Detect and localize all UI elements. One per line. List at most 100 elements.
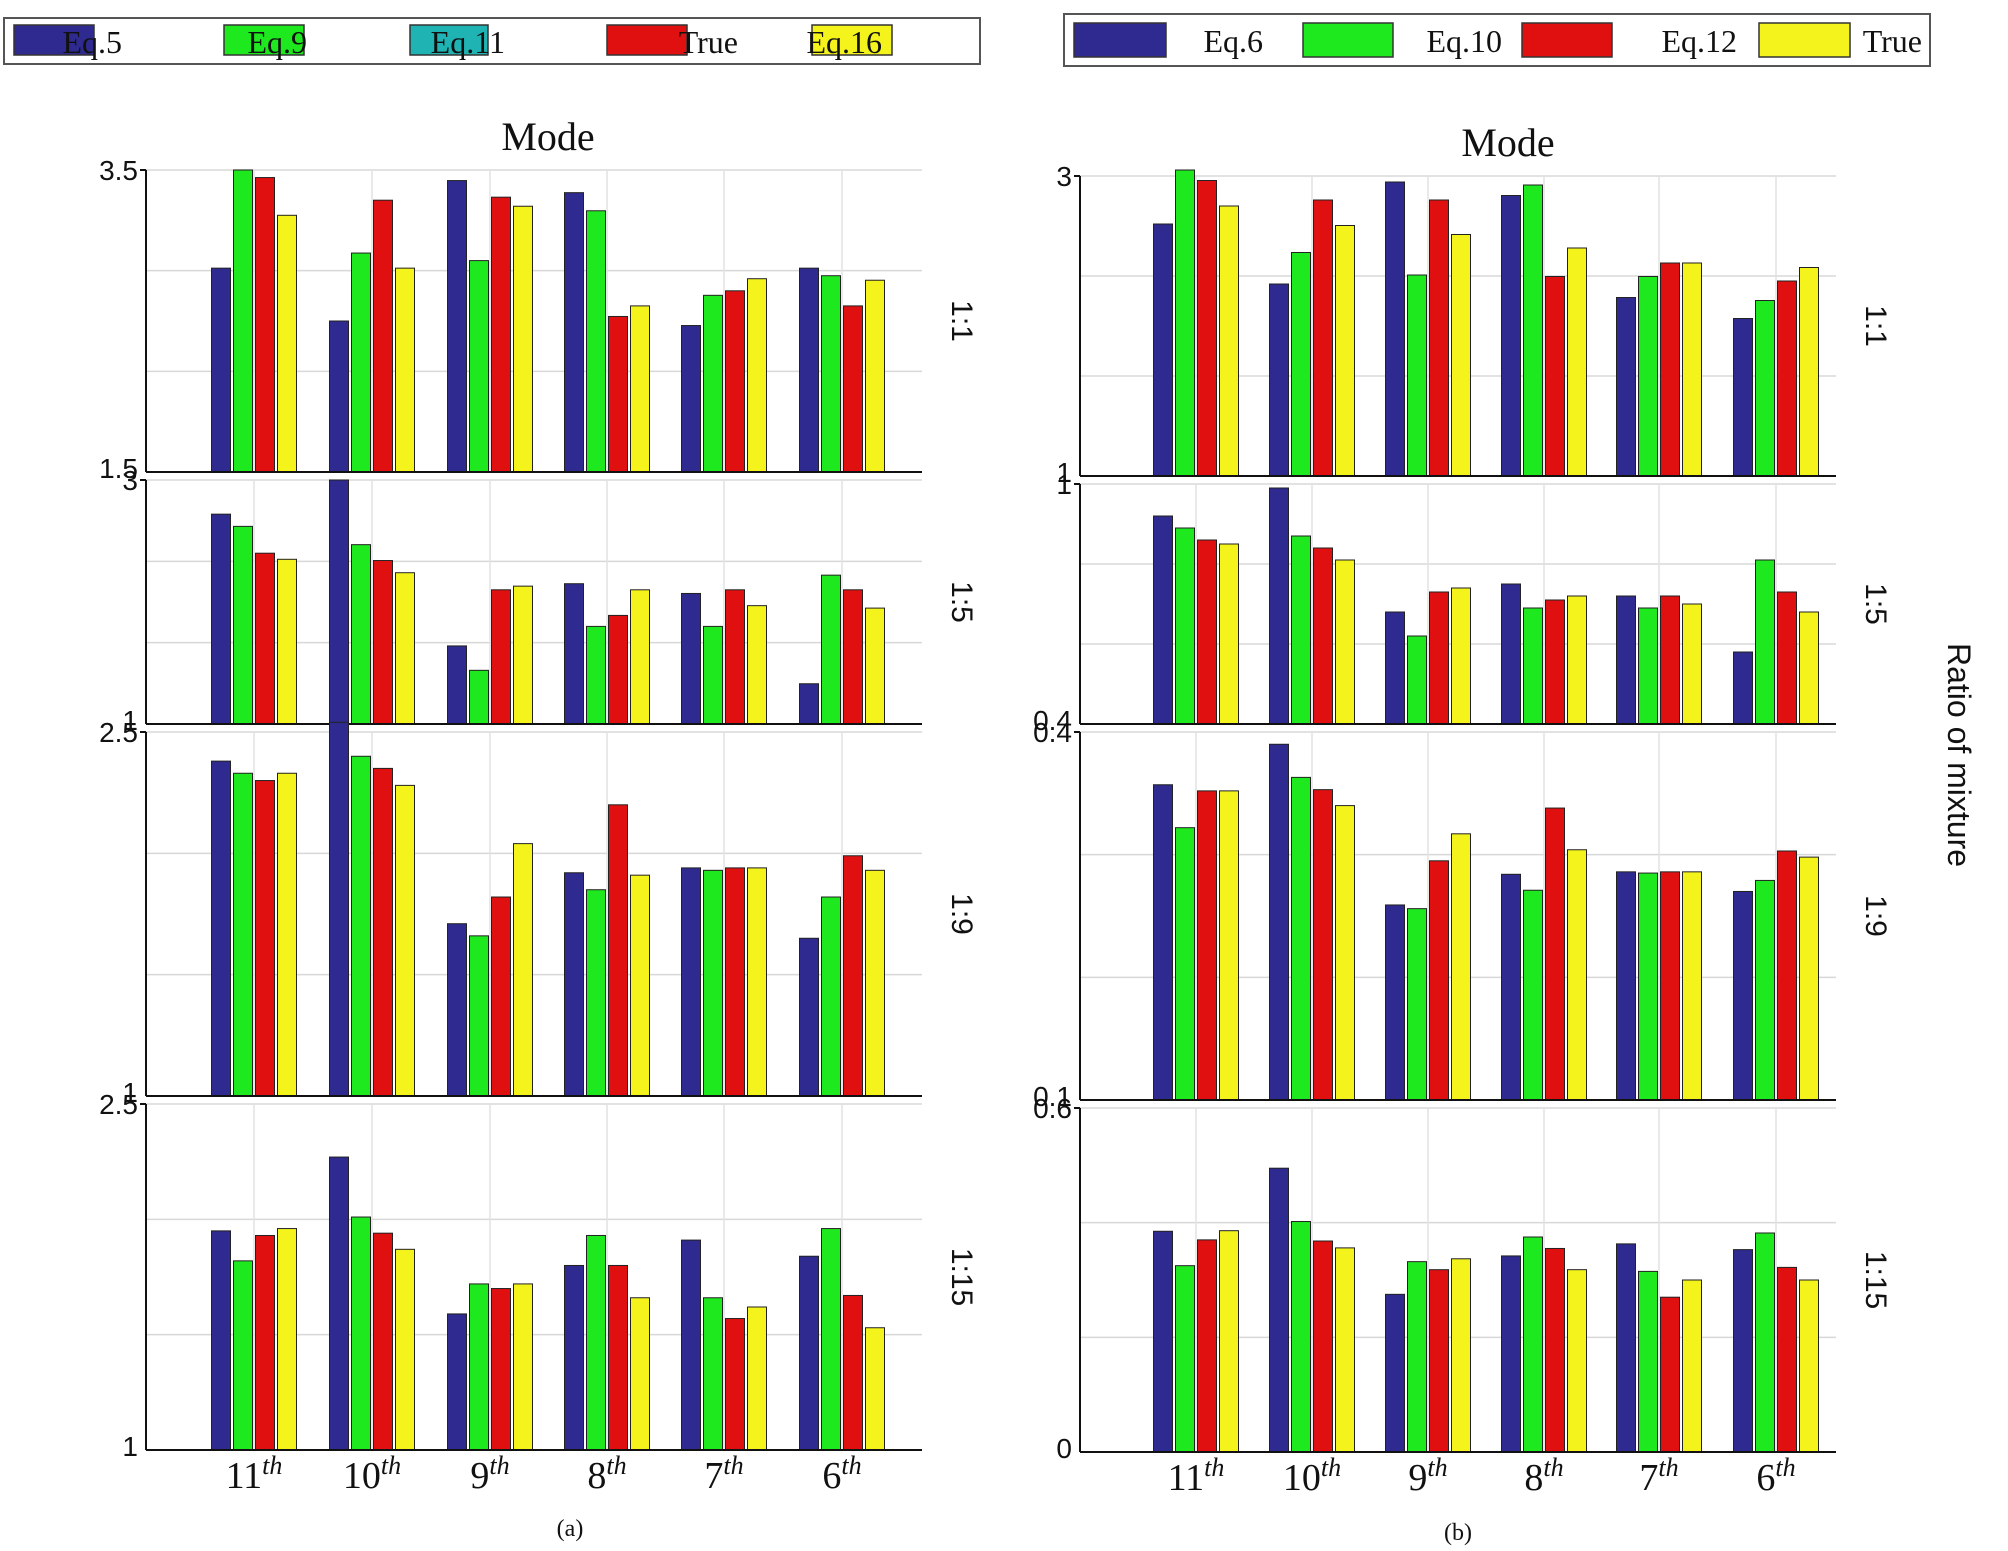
bar [491, 1288, 511, 1451]
bar [843, 305, 863, 473]
bar [1755, 879, 1775, 1101]
bar [1777, 1266, 1797, 1453]
y-tick-label: 1 [122, 1077, 138, 1108]
legend-label: True [679, 24, 738, 60]
row-1-1: 1.5 3.5 1:1 [99, 155, 978, 484]
bar [491, 589, 511, 725]
bar [1567, 1269, 1587, 1453]
bar [586, 1234, 606, 1451]
bar [1407, 635, 1427, 725]
y-tick-label: 0 [1056, 1433, 1072, 1464]
bar [233, 169, 253, 473]
bar [1429, 199, 1449, 477]
bar [608, 614, 628, 725]
bar [865, 1327, 885, 1451]
bar [1219, 543, 1239, 725]
bar [373, 767, 393, 1097]
legend-swatch [13, 24, 95, 56]
bar [821, 896, 841, 1097]
bar [1175, 827, 1195, 1101]
bar [513, 585, 533, 725]
bar [564, 872, 584, 1097]
bar [725, 867, 745, 1097]
bar [255, 552, 275, 725]
bar [1523, 184, 1543, 477]
y-tick-label: 3 [1056, 161, 1072, 192]
bar [1799, 267, 1819, 477]
bar [1638, 276, 1658, 477]
bar [1313, 789, 1333, 1101]
bar [1638, 607, 1658, 725]
bar [1545, 599, 1565, 725]
bar [329, 1156, 349, 1451]
panel-b-label: (b) [1444, 1520, 1472, 1546]
bar [1153, 223, 1173, 477]
bar [1501, 195, 1521, 477]
bar [469, 935, 489, 1097]
bar [277, 772, 297, 1097]
bar [211, 513, 231, 725]
bar [351, 1216, 371, 1451]
bar [1335, 805, 1355, 1101]
legend-a: Eq.5 Eq.9 Eq.11 True Eq.16 [3, 17, 981, 65]
bar [821, 574, 841, 725]
panel-a: Eq.5 Eq.9 Eq.11 True Eq.16 Mode 1.53.51:1131… [3, 17, 981, 1542]
bar [1291, 1221, 1311, 1453]
bar [1153, 784, 1173, 1101]
bar [1335, 225, 1355, 477]
x-tick-label: 6th [822, 1451, 861, 1497]
x-tick-label: 11th [1168, 1453, 1225, 1499]
bar [1501, 1255, 1521, 1453]
bar [747, 278, 767, 473]
row-1-5: 1 3 1:5 [122, 465, 978, 736]
bar [821, 275, 841, 473]
bar [630, 874, 650, 1097]
bar [1733, 318, 1753, 477]
bar [447, 1313, 467, 1451]
bar [1313, 1240, 1333, 1453]
bar [255, 177, 275, 473]
bar [747, 605, 767, 725]
x-tick-label: 6th [1756, 1453, 1795, 1499]
bar [1501, 583, 1521, 725]
bar [491, 196, 511, 473]
bar [821, 1228, 841, 1451]
bar [747, 867, 767, 1097]
bar [351, 755, 371, 1097]
bar [513, 205, 533, 473]
bar [843, 855, 863, 1097]
bar [1638, 1270, 1658, 1453]
bar [211, 760, 231, 1097]
legend-label: Eq.12 [1661, 23, 1737, 59]
y-tick-label: 2.5 [99, 717, 138, 748]
legend-label: Eq.5 [62, 24, 122, 60]
bar [1523, 889, 1543, 1101]
panel-b-plot-area: 1 3 1:1 0.4 1 1:5 0.1 0.4 1:9 0 0.6 1:15 [1033, 161, 1892, 1464]
bar [1567, 595, 1587, 725]
legend-label: Eq.6 [1203, 23, 1263, 59]
bar [608, 1264, 628, 1451]
bar [1269, 743, 1289, 1101]
legend-label: Eq.9 [247, 24, 307, 60]
legend-swatch [606, 24, 688, 56]
bar [1197, 180, 1217, 477]
y-tick-label: 0.4 [1033, 717, 1072, 748]
legend-label: Eq.16 [806, 24, 882, 60]
bar [1682, 871, 1702, 1101]
bar [725, 290, 745, 473]
bar [703, 625, 723, 725]
bar [373, 199, 393, 473]
bar [725, 589, 745, 725]
bar [1175, 527, 1195, 725]
bar [395, 572, 415, 725]
bar [608, 315, 628, 473]
bar [351, 252, 371, 473]
x-tick-label: 8th [587, 1451, 626, 1497]
bar [1197, 539, 1217, 725]
bar [1451, 234, 1471, 477]
bar [233, 772, 253, 1097]
bar [586, 625, 606, 725]
bar [447, 645, 467, 725]
bar [1799, 1279, 1819, 1453]
bar [1335, 1247, 1355, 1453]
